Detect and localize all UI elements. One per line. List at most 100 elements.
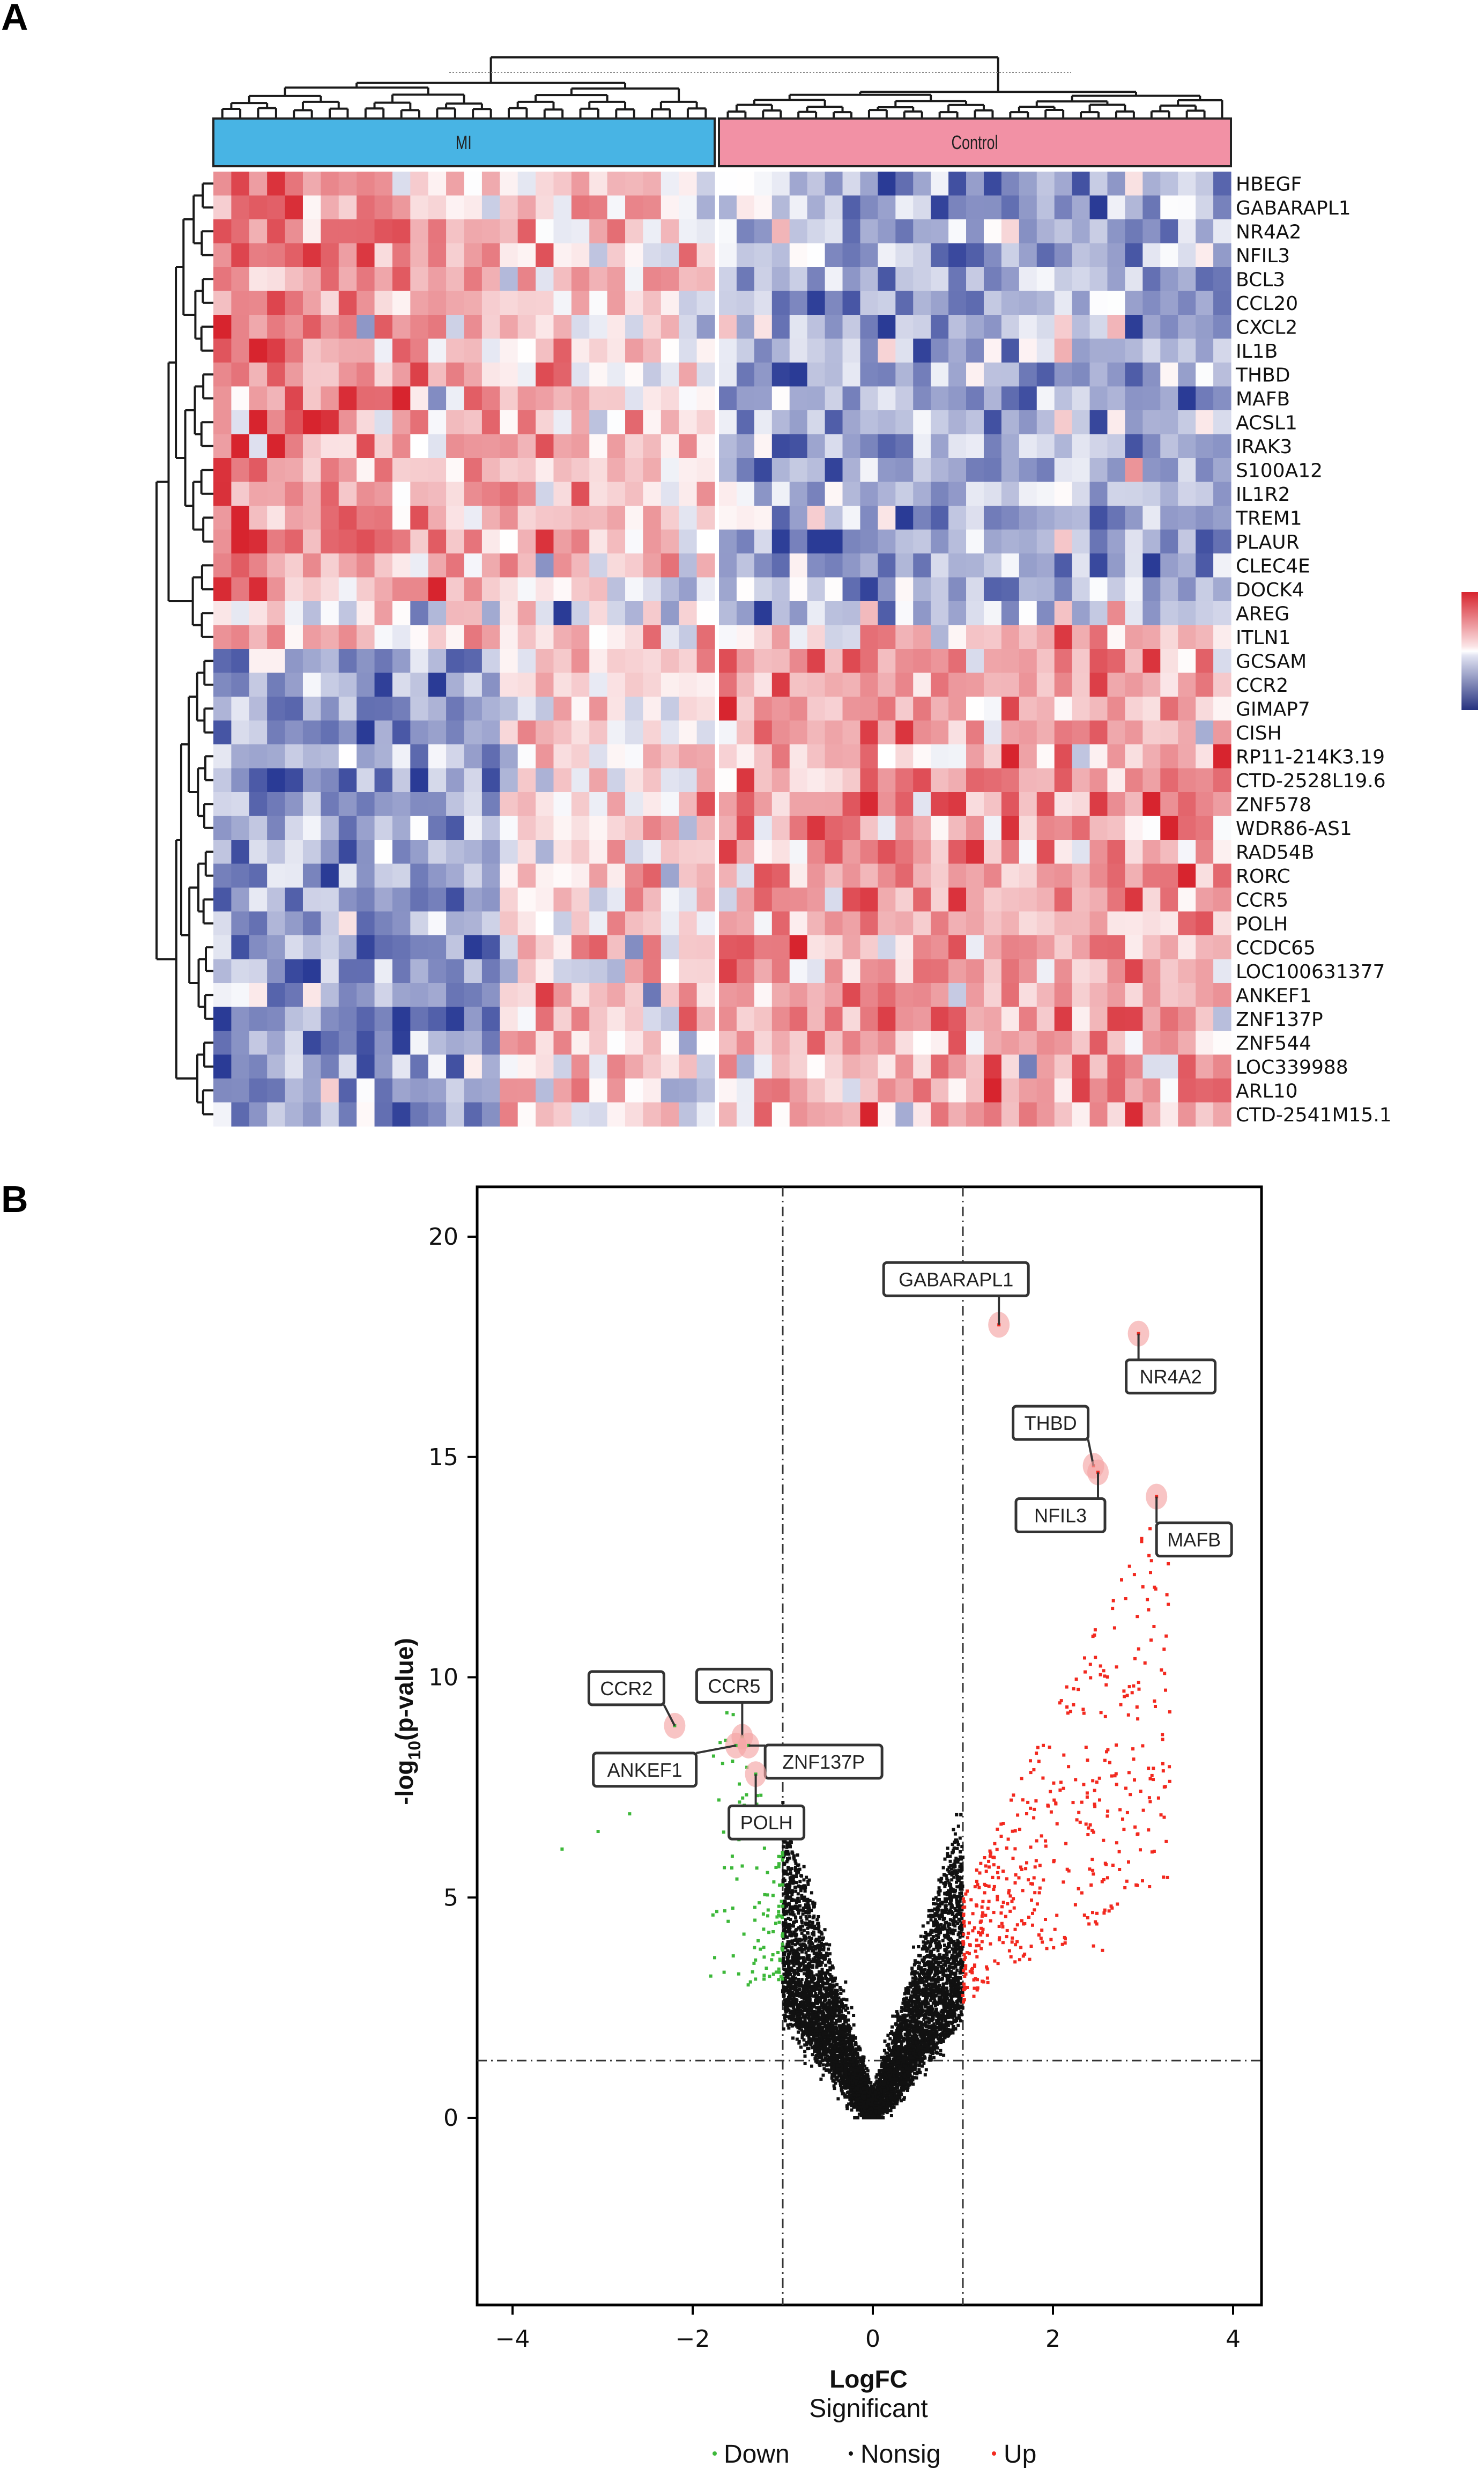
point-nonsig <box>842 2069 846 2073</box>
point-nonsig <box>866 2076 870 2080</box>
heatmap-cell <box>643 1054 662 1079</box>
heatmap-cell <box>825 816 843 840</box>
point-nonsig <box>910 2016 914 2020</box>
heatmap-cell <box>321 458 339 483</box>
heatmap-cell <box>285 458 303 483</box>
heatmap-cell <box>302 720 321 745</box>
heatmap-cell <box>1019 911 1037 936</box>
point-nonsig <box>863 2092 867 2095</box>
point-nonsig <box>894 2101 897 2105</box>
point-nonsig <box>830 2006 833 2009</box>
heatmap-cell <box>517 195 536 220</box>
point-nonsig <box>904 2071 908 2074</box>
point-nonsig <box>825 1990 828 1994</box>
point-nonsig <box>803 1889 807 1893</box>
point-nonsig <box>807 2015 811 2019</box>
heatmap-cell <box>754 553 773 578</box>
point-nonsig <box>910 1990 914 1994</box>
point-nonsig <box>944 1881 948 1884</box>
point-nonsig <box>935 2001 938 2005</box>
point-nonsig <box>888 2075 892 2079</box>
heatmap-cell <box>607 816 626 840</box>
point-nonsig <box>900 2029 903 2032</box>
heatmap-cell <box>1089 577 1108 602</box>
point-nonsig <box>788 1923 791 1926</box>
heatmap-cell <box>679 267 698 292</box>
row-labels: HBEGFGABARAPL1NR4A2NFIL3BCL3CCL20CXCL2IL… <box>1235 173 1392 1126</box>
point-nonsig <box>881 2093 885 2096</box>
heatmap-cell <box>464 529 483 554</box>
heatmap-cell <box>1142 553 1161 578</box>
point-nonsig <box>838 1986 842 1989</box>
heatmap-cell <box>1019 386 1037 411</box>
heatmap-cell <box>1213 1054 1231 1079</box>
heatmap-cell <box>1160 1031 1178 1055</box>
heatmap-cell <box>679 649 698 674</box>
point-nonsig <box>850 2078 854 2081</box>
point-nonsig <box>840 2046 844 2050</box>
point-nonsig <box>819 2043 823 2047</box>
heatmap-cell <box>860 1054 878 1079</box>
heatmap-cell <box>213 1102 232 1127</box>
point-nonsig <box>807 2035 811 2039</box>
heatmap-cell <box>696 458 715 483</box>
point-nonsig <box>843 2040 847 2044</box>
point-nonsig <box>886 2066 889 2070</box>
heatmap-cell <box>302 983 321 1008</box>
point-nonsig <box>944 2021 948 2024</box>
point-nonsig <box>835 2049 839 2053</box>
heatmap-cell <box>1072 506 1090 530</box>
point-nonsig <box>889 2073 893 2077</box>
heatmap-cell <box>517 219 536 244</box>
heatmap-cell <box>481 243 500 268</box>
point-nonsig <box>930 2031 933 2035</box>
heatmap-cell <box>267 219 286 244</box>
point-nonsig <box>785 2008 789 2012</box>
heatmap-cell <box>321 601 339 626</box>
point-nonsig <box>835 2055 839 2058</box>
heatmap-cell <box>1160 792 1178 817</box>
point-nonsig <box>876 2095 880 2099</box>
point-nonsig <box>941 2040 945 2043</box>
point-nonsig <box>848 2063 851 2066</box>
heatmap-cell <box>267 577 286 602</box>
point-nonsig <box>892 2052 896 2056</box>
point-nonsig <box>789 2022 792 2026</box>
point-nonsig <box>871 2116 874 2119</box>
point-nonsig <box>959 1850 962 1854</box>
point-nonsig <box>852 2079 855 2082</box>
point-nonsig <box>857 2108 861 2111</box>
point-nonsig <box>919 2006 923 2009</box>
point-nonsig <box>869 2081 873 2085</box>
point-nonsig <box>910 2011 914 2015</box>
heatmap-cell <box>1072 720 1090 745</box>
point-nonsig <box>949 1988 953 1992</box>
heatmap-cell <box>931 768 949 793</box>
heatmap-cell <box>895 625 914 649</box>
heatmap-cell <box>553 172 572 196</box>
point-nonsig <box>960 1913 963 1917</box>
heatmap-cell <box>1196 458 1214 483</box>
heatmap-cell <box>464 243 483 268</box>
point-nonsig <box>911 2049 915 2053</box>
point-nonsig <box>957 1878 961 1881</box>
heatmap-cell <box>446 553 465 578</box>
heatmap-cell <box>536 243 554 268</box>
point-nonsig <box>896 2032 900 2036</box>
point-nonsig <box>957 2006 961 2010</box>
point-nonsig <box>784 1896 788 1900</box>
heatmap-cell <box>983 625 1002 649</box>
point-nonsig <box>917 2011 921 2015</box>
point-nonsig <box>928 1945 932 1949</box>
point-nonsig <box>789 2014 792 2018</box>
point-nonsig <box>801 2024 805 2028</box>
heatmap-cell <box>374 386 393 411</box>
point-nonsig <box>917 2029 921 2033</box>
heatmap-cell <box>1213 649 1231 674</box>
point-nonsig <box>961 1934 964 1938</box>
heatmap-cell <box>428 267 447 292</box>
point-nonsig <box>877 2110 881 2114</box>
point-nonsig <box>814 2031 818 2035</box>
heatmap-cell <box>643 1102 662 1127</box>
point-nonsig <box>869 2114 872 2117</box>
